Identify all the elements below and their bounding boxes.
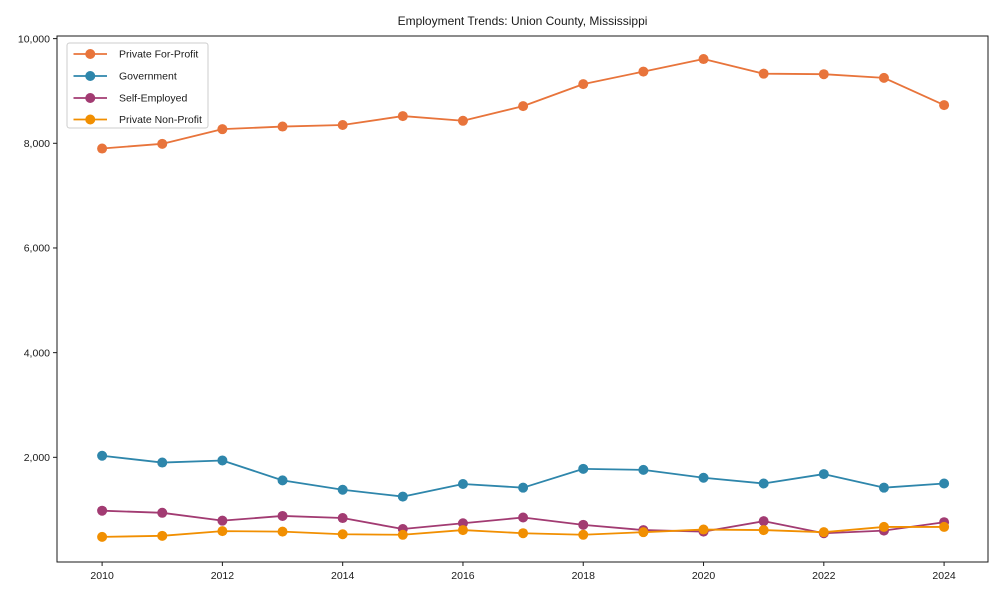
legend-label: Private Non-Profit (119, 114, 202, 126)
data-point (157, 507, 168, 518)
data-point (397, 529, 408, 540)
data-point (217, 124, 228, 135)
legend-box (66, 42, 209, 129)
x-tick-label: 2010 (90, 570, 114, 582)
data-point (97, 143, 108, 154)
data-point (638, 464, 649, 475)
data-point (97, 450, 108, 461)
data-point (97, 505, 108, 516)
chart-title: Employment Trends: Union County, Mississ… (398, 14, 648, 28)
data-point (878, 72, 889, 83)
y-tick-label: 8,000 (24, 138, 50, 150)
legend-marker-dot (85, 93, 96, 103)
plot-area: 2,000 4,000 6,000 8,000 10,000 2010 2012 2014 20… (18, 33, 989, 582)
data-point (698, 54, 709, 65)
data-point (157, 457, 168, 468)
data-point (878, 521, 889, 532)
data-point (698, 472, 709, 483)
data-point (578, 529, 589, 540)
data-point (157, 138, 168, 149)
data-point (878, 482, 889, 493)
data-point (939, 521, 950, 532)
data-point (217, 515, 228, 526)
x-tick-label: 2020 (692, 570, 716, 582)
y-tick-label: 2,000 (24, 452, 50, 464)
data-point (277, 475, 288, 486)
data-point (457, 525, 468, 536)
data-point (939, 478, 950, 489)
data-point (698, 524, 709, 535)
data-point (277, 510, 288, 521)
data-point (97, 531, 108, 542)
data-point (818, 527, 829, 538)
data-point (578, 79, 589, 90)
legend-marker-dot (85, 114, 96, 125)
y-tick-label: 6,000 (24, 243, 50, 255)
legend: Private For-Profit Government Self-Employe… (66, 42, 209, 129)
x-tick-label: 2016 (451, 570, 475, 582)
data-point (578, 519, 589, 530)
data-point (758, 68, 769, 79)
data-point (337, 119, 348, 130)
data-point (277, 121, 288, 132)
legend-label: Self-Employed (119, 93, 187, 105)
data-point (337, 513, 348, 524)
data-point (457, 115, 468, 126)
x-tick-label: 2018 (572, 570, 596, 582)
legend-label: Private For-Profit (119, 49, 198, 61)
x-tick-label: 2014 (331, 570, 355, 582)
data-point (217, 455, 228, 466)
data-point (337, 484, 348, 495)
data-point (758, 516, 769, 527)
legend-marker-dot (85, 49, 96, 59)
data-point (518, 101, 529, 112)
legend-marker-dot (85, 71, 96, 81)
x-tick-label: 2012 (211, 570, 235, 582)
data-point (939, 100, 950, 111)
data-point (217, 526, 228, 537)
data-point (758, 525, 769, 536)
data-point (818, 69, 829, 80)
data-point (638, 66, 649, 77)
data-point (578, 463, 589, 474)
data-point (518, 512, 529, 523)
data-point (457, 479, 468, 490)
x-tick-label: 2024 (932, 570, 956, 582)
data-point (518, 528, 529, 539)
axes-frame (56, 35, 989, 563)
data-point (758, 478, 769, 489)
data-point (397, 111, 408, 122)
data-point (337, 529, 348, 540)
data-point (277, 526, 288, 537)
x-tick-label: 2022 (812, 570, 836, 582)
y-tick-label: 4,000 (24, 347, 50, 359)
legend-label: Government (119, 71, 177, 83)
data-point (518, 482, 529, 493)
data-point (818, 469, 829, 480)
data-point (397, 491, 408, 502)
data-point (157, 530, 168, 541)
data-point (638, 527, 649, 538)
y-tick-label: 10,000 (18, 33, 50, 45)
